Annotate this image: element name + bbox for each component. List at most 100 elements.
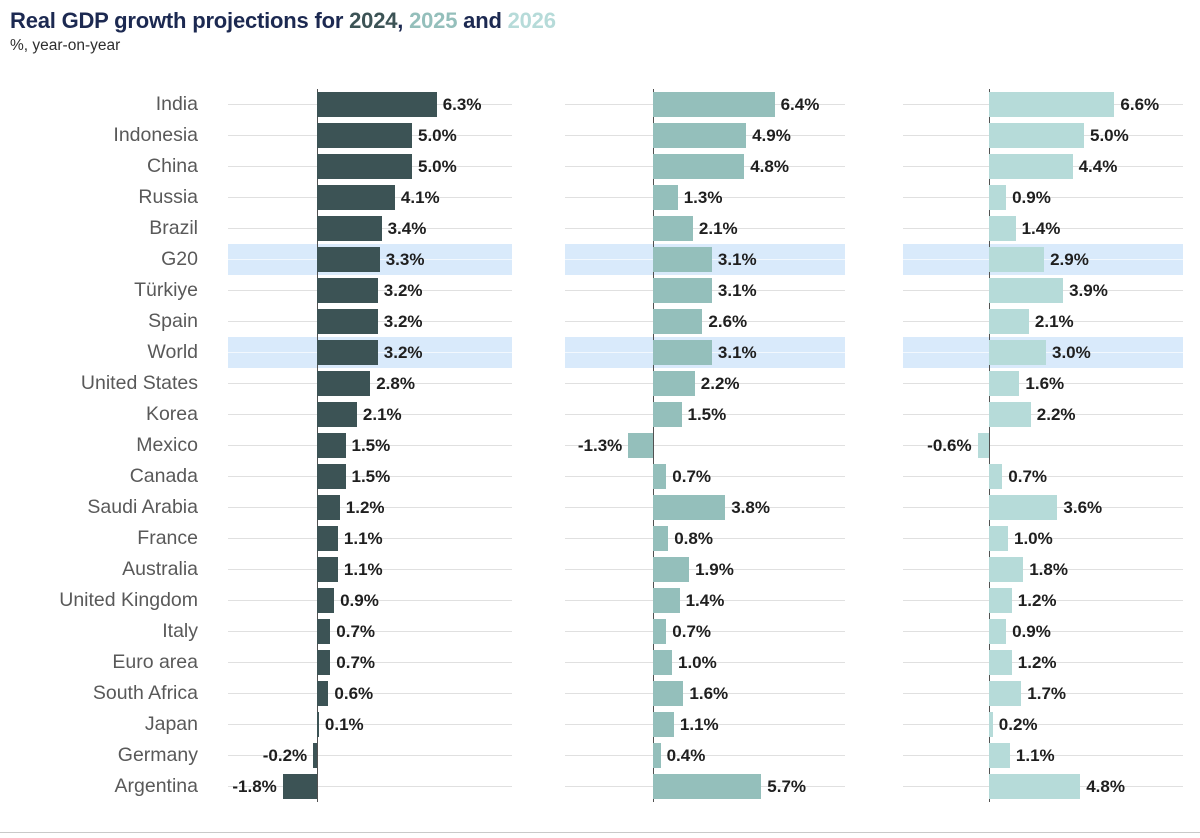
panel-2025: 0.7%: [565, 461, 845, 493]
value-label-2026: 0.2%: [998, 714, 1038, 734]
value-label-2024: 5.0%: [418, 125, 457, 145]
bar-2025: [653, 123, 747, 149]
bar-2024: [317, 712, 319, 738]
bar-2026: [989, 247, 1045, 273]
panel-2026: 2.2%: [903, 399, 1183, 431]
bar-2025: [653, 371, 695, 397]
country-label: Italy: [162, 620, 198, 643]
bar-2024: [317, 340, 378, 366]
panel-2024: 2.1%: [228, 399, 512, 431]
value-label-2025: 3.1%: [717, 280, 757, 300]
bar-2026: [989, 464, 1003, 490]
gridline: [903, 414, 1183, 416]
bar-2025: [653, 340, 712, 366]
panel-2026: 0.9%: [903, 616, 1183, 648]
panel-2024: 1.1%: [228, 523, 512, 555]
bar-2024: [317, 123, 412, 149]
panel-2024: 1.5%: [228, 430, 512, 462]
value-label-2026: 2.2%: [1036, 404, 1076, 424]
value-label-2024: 4.1%: [400, 187, 440, 207]
chart-row: India 6.3% 6.4% 6.6%: [0, 89, 1200, 121]
value-label-2026: 1.4%: [1021, 218, 1061, 238]
value-label-2025: 2.2%: [700, 373, 740, 393]
zero-axis-line: [988, 430, 990, 462]
gridline: [565, 662, 845, 664]
gridline: [565, 228, 845, 230]
bar-2026: [989, 495, 1058, 521]
panel-2024: 0.7%: [228, 616, 512, 648]
value-label-2024: 2.1%: [362, 404, 402, 424]
bar-2026: [989, 526, 1008, 552]
gridline: [565, 197, 845, 199]
country-label: Spain: [148, 310, 198, 333]
value-label-2026: 1.2%: [1017, 590, 1057, 610]
title-year-2024: 2024: [349, 8, 398, 33]
country-label: Canada: [129, 465, 198, 488]
chart-row: Saudi Arabia 1.2% 3.8% 3.6%: [0, 492, 1200, 524]
bar-2024: [282, 774, 317, 800]
bar-2024: [317, 557, 338, 583]
panel-2026: 1.6%: [903, 368, 1183, 400]
gridline: [228, 631, 512, 633]
title-year-2026: 2026: [507, 8, 556, 33]
bar-2025: [653, 495, 726, 521]
value-label-2025: 0.7%: [672, 466, 712, 486]
value-label-2024: 3.4%: [387, 218, 427, 238]
value-label-2025: 2.1%: [698, 218, 738, 238]
gridline: [903, 631, 1183, 633]
value-label-2024: -0.2%: [262, 745, 308, 765]
bar-2024: [317, 588, 335, 614]
bar-2025: [653, 464, 667, 490]
panel-2026: 3.0%: [903, 337, 1183, 369]
chart-row: Germany -0.2% 0.4% 1.1%: [0, 740, 1200, 772]
value-label-2024: 1.1%: [343, 559, 383, 579]
bar-2026: [989, 123, 1084, 149]
chart-row: Japan 0.1% 1.1% 0.2%: [0, 709, 1200, 741]
gridline: [903, 693, 1183, 695]
value-label-2026: 1.1%: [1015, 745, 1055, 765]
panel-2024: -0.2%: [228, 740, 512, 772]
value-label-2025: 1.0%: [678, 652, 717, 672]
panel-2024: 0.1%: [228, 709, 512, 741]
bar-2026: [989, 774, 1081, 800]
gridline: [565, 321, 845, 323]
gdp-growth-bar-chart: India 6.3% 6.4% 6.6% Indonesia 5.0%: [0, 89, 1200, 803]
gridline: [228, 600, 512, 602]
bar-2025: [653, 619, 667, 645]
panel-2025: 3.1%: [565, 275, 845, 307]
country-label: France: [137, 527, 198, 550]
panel-2025: 2.1%: [565, 213, 845, 245]
value-label-2026: 3.9%: [1069, 280, 1108, 300]
value-label-2024: 3.2%: [383, 280, 423, 300]
bar-2025: [653, 247, 712, 273]
chart-row: Brazil 3.4% 2.1% 1.4%: [0, 213, 1200, 245]
bar-2025: [653, 588, 680, 614]
bar-2026: [977, 433, 989, 459]
bar-2024: [317, 402, 357, 428]
panel-2026: -0.6%: [903, 430, 1183, 462]
bar-2026: [989, 216, 1016, 242]
value-label-2025: 3.1%: [717, 249, 757, 269]
value-label-2025: 2.6%: [708, 311, 748, 331]
gridline: [228, 786, 512, 788]
value-label-2025: 1.4%: [685, 590, 725, 610]
value-label-2025: 1.1%: [679, 714, 719, 734]
value-label-2025: 4.9%: [752, 125, 791, 145]
country-label: Australia: [122, 558, 198, 581]
gridline: [228, 538, 512, 540]
chart-row: Türkiye 3.2% 3.1% 3.9%: [0, 275, 1200, 307]
bar-2024: [317, 619, 331, 645]
bar-2025: [653, 402, 682, 428]
bar-2024: [317, 526, 338, 552]
panel-2026: 3.6%: [903, 492, 1183, 524]
value-label-2024: 0.9%: [340, 590, 379, 610]
bar-2025: [653, 278, 712, 304]
bar-2025: [653, 216, 693, 242]
bar-2026: [989, 743, 1010, 769]
gridline: [228, 414, 512, 416]
panel-2026: 2.1%: [903, 306, 1183, 338]
value-label-2026: 3.0%: [1052, 342, 1091, 362]
chart-row: Italy 0.7% 0.7% 0.9%: [0, 616, 1200, 648]
panel-2025: 1.5%: [565, 399, 845, 431]
bar-2025: [653, 774, 762, 800]
